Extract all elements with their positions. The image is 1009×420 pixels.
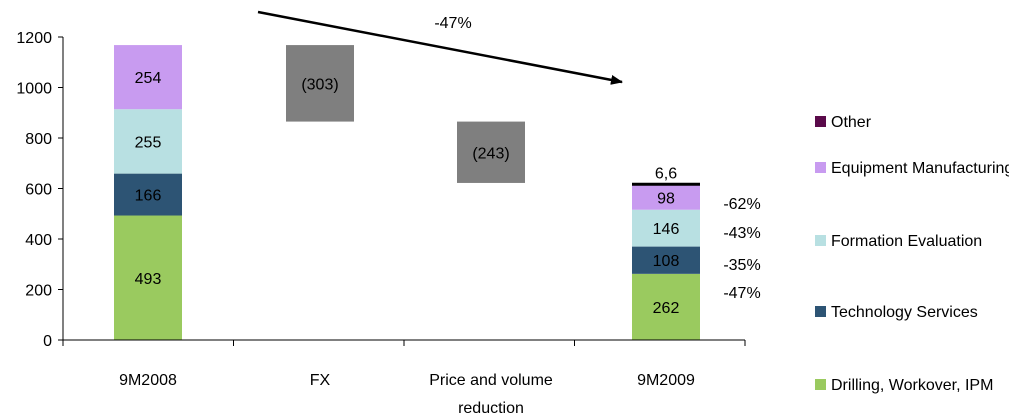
- bar-value-label: 108: [653, 253, 680, 270]
- waterfall-step-label: (303): [301, 76, 338, 93]
- trend-annotation-group: -47%: [257, 10, 623, 85]
- bar-value-label: 262: [653, 300, 680, 317]
- waterfall-step-bar: [286, 45, 354, 122]
- bar-segment: [632, 184, 700, 210]
- bar-segment: [632, 246, 700, 274]
- axes-layer: 0 200 400 600 800 1000 1200 9M2008 FX Price and v…: [16, 30, 746, 417]
- trend-arrow: [257, 10, 623, 85]
- legend-label: Other: [831, 114, 872, 131]
- legend-swatch: [815, 235, 826, 246]
- x-tick-label: 9M2009: [637, 372, 695, 389]
- change-percent-label: -47%: [723, 285, 760, 302]
- bar-value-label: 166: [135, 188, 162, 205]
- legend: Other Equipment Manufacturing Formation Ev…: [815, 114, 1009, 394]
- legend-swatch: [815, 116, 826, 127]
- y-tick-label: 200: [25, 283, 52, 300]
- x-tick-label: reduction: [458, 400, 524, 417]
- legend-label: Formation Evaluation: [831, 233, 982, 250]
- change-percent-label: -35%: [723, 257, 760, 274]
- waterfall-step-bar: [457, 121, 525, 183]
- legend-swatch: [815, 306, 826, 317]
- y-tick-label: 600: [25, 182, 52, 199]
- bars-layer: [114, 45, 700, 340]
- bar-segment: [632, 273, 700, 340]
- y-tick-label: 0: [43, 333, 52, 350]
- legend-swatch: [815, 162, 826, 173]
- legend-swatch: [815, 379, 826, 390]
- y-tick-label: 400: [25, 232, 52, 249]
- legend-label: Technology Services: [831, 304, 978, 321]
- x-tick-label: 9M2008: [119, 372, 177, 389]
- x-tick-label: FX: [310, 372, 331, 389]
- bar-value-label: 255: [135, 134, 162, 151]
- bar-segment: [632, 209, 700, 247]
- waterfall-step-label: (243): [472, 145, 509, 162]
- change-percent-label: -62%: [723, 196, 760, 213]
- trend-annotation-label: -47%: [434, 15, 471, 32]
- legend-label: Equipment Manufacturing: [831, 160, 1009, 177]
- bar-segment: [114, 109, 182, 174]
- y-tick-label: 1000: [16, 81, 52, 98]
- bar-segment: [114, 215, 182, 340]
- bar-segment: [114, 173, 182, 216]
- x-tick-label: Price and volume: [429, 372, 553, 389]
- bar-value-label: 98: [657, 190, 675, 207]
- legend-label: Drilling, Workover, IPM: [831, 377, 993, 394]
- y-tick-label: 800: [25, 131, 52, 148]
- bar-value-label: 254: [135, 70, 162, 87]
- bar-value-label: 146: [653, 221, 680, 238]
- labels-layer: 493 166 255 254 262 108 146 98 6,6 (303) (243) -62%…: [135, 70, 761, 317]
- y-tick-label: 1200: [16, 30, 52, 47]
- bar-value-label: 493: [135, 271, 162, 288]
- change-percent-label: -43%: [723, 225, 760, 242]
- bar-segment: [114, 45, 182, 110]
- other-value-label: 6,6: [655, 165, 677, 182]
